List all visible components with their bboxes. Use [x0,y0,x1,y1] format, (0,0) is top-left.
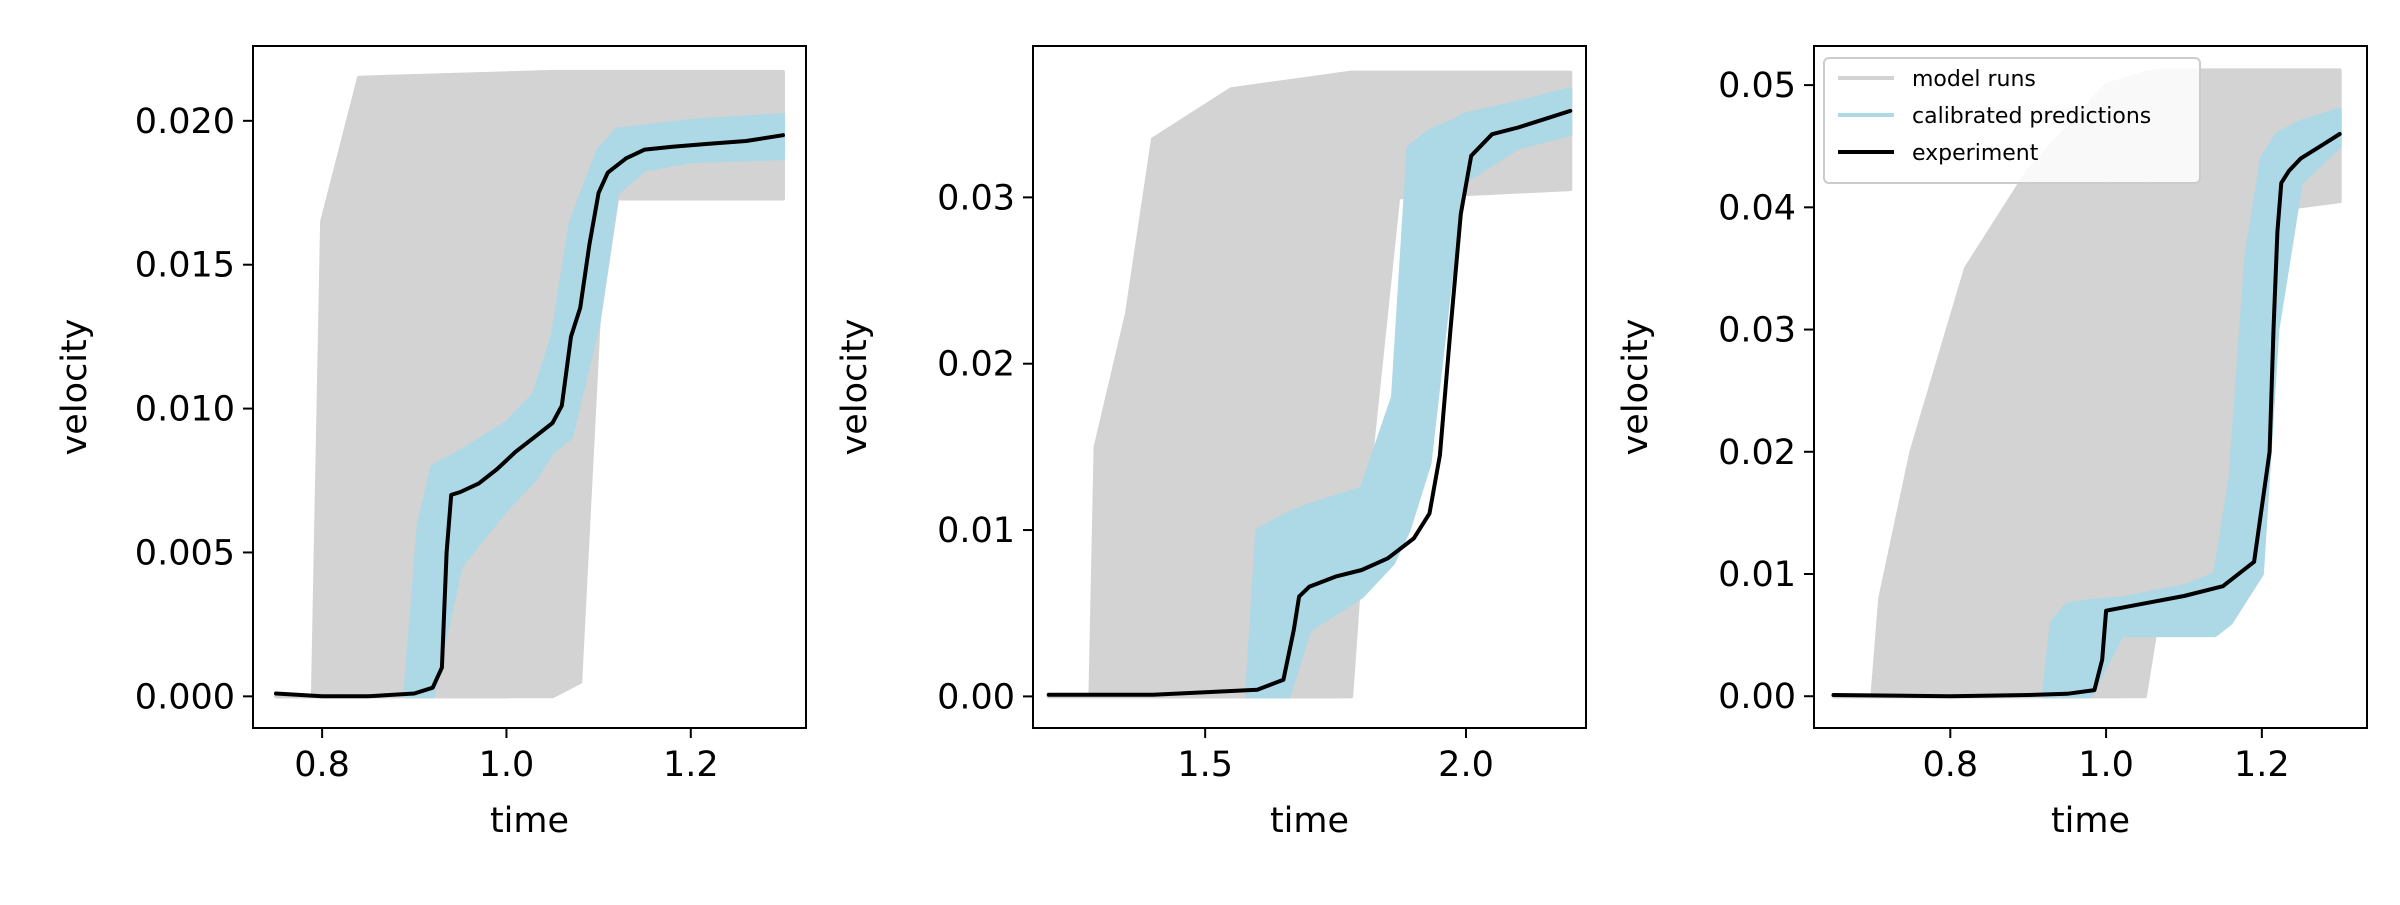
y-axis-label: velocity [55,319,95,456]
x-tick-label: 2.0 [1438,745,1494,785]
legend-box [1823,57,2201,184]
y-tick-label: 0.015 [135,246,235,286]
y-tick-label: 0.005 [135,533,235,573]
experiment-line [274,133,785,699]
y-tick-label: 0.02 [1718,433,1796,473]
y-tick-label: 0.00 [937,677,1015,717]
x-tick-label: 1.2 [663,745,719,785]
x-axis-label: time [490,801,569,841]
experiment-line [1831,132,2342,699]
axes-frame [252,45,807,729]
y-axis-label: velocity [835,319,875,456]
y-axis-label: velocity [1616,319,1656,456]
y-tick-label: 0.02 [937,345,1015,385]
plot-area [274,69,785,699]
axes-frame [1813,45,2368,729]
y-tick-label: 0.00 [1718,677,1796,717]
y-tick-label: 0.000 [135,677,235,717]
calibrated-predictions-band [2041,107,2342,699]
y-tick-label: 0.04 [1718,188,1796,228]
legend-label: model runs [1912,67,2036,92]
x-tick-label: 1.0 [479,745,535,785]
y-tick-label: 0.020 [135,102,235,142]
x-axis-label: time [1270,801,1349,841]
panel-1: 0.8 1.0 1.2 0.000 0.005 0.010 0.015 0.020 time ve… [55,45,807,841]
legend-label: calibrated predictions [1912,104,2151,129]
x-tick-label: 1.2 [2234,745,2290,785]
x-tick-label: 0.8 [1922,745,1978,785]
legend-label: experiment [1912,141,2039,166]
x-tick-label: 1.0 [2078,745,2134,785]
y-tick-label: 0.01 [937,511,1015,551]
x-tick-label: 0.8 [294,745,350,785]
y-tick-label: 0.05 [1718,66,1796,106]
y-tick-label: 0.01 [1718,555,1796,595]
y-tick-label: 0.03 [937,178,1015,218]
plot-area [1046,70,1573,699]
y-tick-label: 0.010 [135,390,235,430]
panel-2: 1.5 2.0 0.00 0.01 0.02 0.03 time velocity [835,45,1587,841]
panel-3: 0.8 1.0 1.2 0.00 0.01 0.02 0.03 0.04 0.05 time vel… [1616,45,2368,841]
experiment-line [1046,108,1573,697]
x-axis-label: time [2051,801,2130,841]
axes-frame [1032,45,1587,729]
y-tick-label: 0.03 [1718,311,1796,351]
x-tick-label: 1.5 [1177,745,1233,785]
